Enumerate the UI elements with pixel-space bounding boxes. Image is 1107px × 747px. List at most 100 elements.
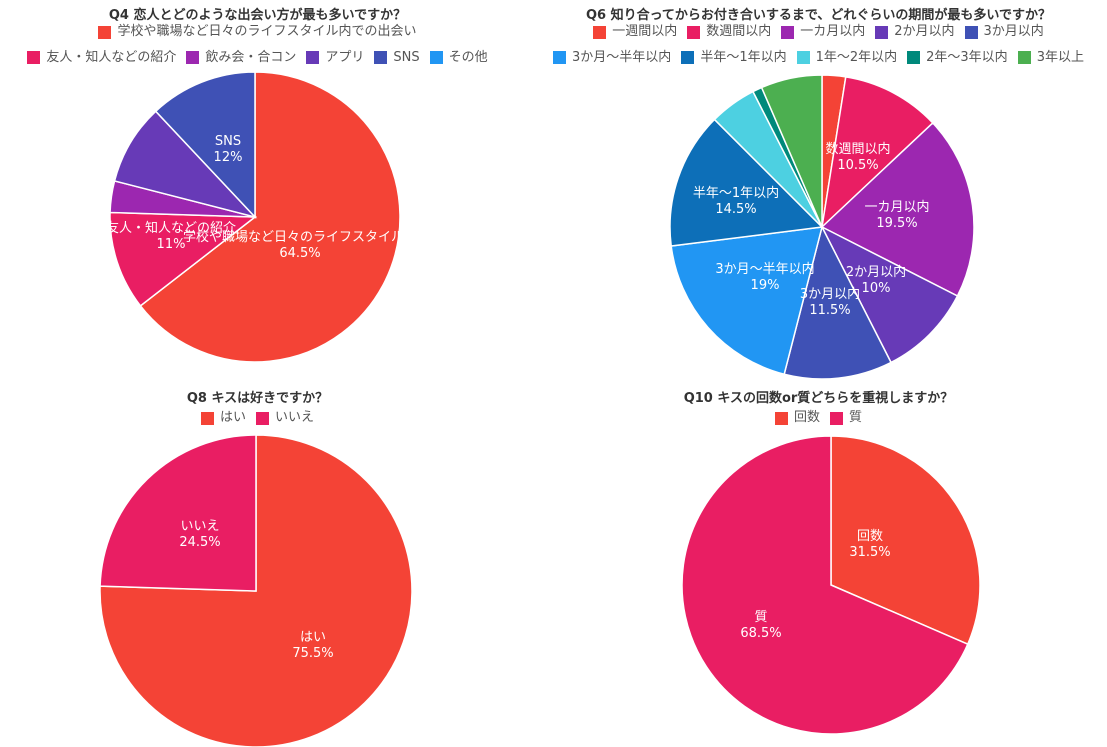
legend-item[interactable]: 飲み会・合コン [186, 47, 296, 69]
chart-legend: はい いいえ [0, 407, 515, 433]
legend-swatch [593, 25, 607, 39]
pie-slice[interactable] [139, 71, 401, 363]
slice-label-name: 数週間以内 [825, 141, 890, 157]
chart-q4: Q4 恋人とどのような出会い方が最も多いですか？ 学校や職場など日々のライフスタ… [0, 0, 515, 375]
chart-title: Q8 キスは好きですか？ [186, 391, 329, 406]
legend-label: 2年〜3年以内 [926, 49, 1008, 65]
pie-slice[interactable] [109, 211, 258, 307]
legend-label: 友人・知人などの紹介 [46, 49, 177, 65]
chart-q8: Q8 キスは好きですか？ はい いいえ はい 75.5% いいえ 24.5% [0, 375, 515, 747]
chart-title: Q4 恋人とどのような出会い方が最も多いですか？ [108, 8, 407, 23]
legend-label: 半年〜1年以内 [700, 49, 787, 65]
pie-slice[interactable] [760, 74, 823, 228]
pie-slice[interactable] [113, 110, 258, 219]
slice-label-value: 75.5% [292, 646, 333, 661]
slice-label-name: 質 [754, 610, 767, 625]
slice-label-value: 31.5% [849, 545, 890, 560]
legend-item[interactable]: アプリ [306, 47, 364, 69]
slice-label-name: 一カ月以内 [864, 199, 929, 215]
legend-label: アプリ [325, 49, 365, 65]
legend-item[interactable]: 1年〜2年以内 [796, 47, 898, 69]
legend-item[interactable]: 一カ月以内 [781, 21, 865, 43]
slice-label-name: 2か月以内 [846, 264, 906, 280]
legend-item[interactable]: 回数 [774, 407, 820, 429]
legend-item[interactable]: 友人・知人などの紹介 [27, 47, 176, 69]
legend-swatch [553, 51, 567, 64]
legend-swatch [200, 411, 214, 425]
legend-label: その他 [448, 49, 488, 65]
legend-item[interactable]: 一週間以内 [593, 21, 677, 43]
legend-item[interactable]: 3年以上 [1017, 47, 1084, 69]
legend-label: 質 [849, 410, 863, 425]
slice-label-name: 学校や職場など日々のライフスタイル内 [183, 229, 417, 245]
pie-slice[interactable] [830, 435, 981, 646]
chart-title: Q6 知り合ってからお付き合いするまで、どれぐらいの期間が最も多いですか？ [585, 8, 1052, 23]
legend-label: SNS [393, 49, 420, 65]
legend-label: 一週間以内 [612, 24, 678, 39]
chart-legend: 一週間以内 数週間以内 一カ月以内 2か月以内 3か月以内 3か月〜半年以内 半年〜1年以内… [530, 21, 1107, 72]
slice-label-name: 半年〜1年以内 [693, 185, 779, 201]
legend-item[interactable]: いいえ [256, 407, 314, 429]
slice-label-value: 19.5% [876, 216, 917, 231]
slice-label-name: 3か月〜半年以内 [715, 261, 814, 277]
chart-legend: 回数 質 [530, 407, 1107, 433]
pie-slice[interactable] [154, 71, 256, 219]
legend-item[interactable]: 学校や職場など日々のライフスタイル内での出会い [98, 21, 417, 43]
pie-slice[interactable] [669, 118, 824, 247]
slice-label-value: 19% [751, 278, 780, 293]
legend-swatch [796, 51, 810, 64]
legend-label: 3か月以内 [983, 24, 1044, 39]
legend-item[interactable]: 質 [830, 407, 862, 429]
legend-swatch [781, 25, 795, 39]
legend-swatch [681, 51, 695, 64]
pie-slice[interactable] [670, 226, 824, 376]
pie-slice[interactable] [820, 76, 934, 230]
legend-swatch [306, 51, 320, 64]
slice-label-name: SNS [215, 134, 241, 149]
chart-q6: Q6 知り合ってからお付き合いするまで、どれぐらいの期間が最も多いですか？ 一週… [530, 0, 1107, 380]
legend-label: 数週間以内 [706, 24, 772, 39]
pie-slice[interactable] [820, 121, 975, 298]
legend-swatch [875, 25, 889, 39]
slice-label-value: 24.5% [179, 535, 220, 550]
legend-item[interactable]: その他 [429, 47, 488, 69]
legend-swatch [374, 51, 388, 64]
legend-swatch [774, 411, 788, 425]
legend-label: 3年以上 [1036, 49, 1084, 65]
slice-label-value: 68.5% [740, 626, 781, 641]
legend-label: 3か月〜半年以内 [572, 49, 672, 65]
slice-label-value: 11.5% [809, 303, 850, 318]
slice-label-name: 回数 [857, 529, 883, 544]
slice-label-name: 3か月以内 [800, 286, 860, 302]
slice-label-value: 12% [214, 150, 243, 165]
legend-item[interactable]: 3か月以内 [964, 21, 1044, 43]
legend-swatch [98, 25, 112, 39]
legend-swatch [907, 51, 921, 64]
pie-slice[interactable] [99, 434, 257, 592]
chart-q10: Q10 キスの回数or質どちらを重視しますか？ 回数質 回数 31.5% 質 68.5… [530, 375, 1107, 747]
pie-slice[interactable] [820, 225, 959, 364]
legend-swatch [429, 51, 443, 64]
legend-item[interactable]: 2か月以内 [875, 21, 955, 43]
pie-slice[interactable] [681, 435, 969, 735]
legend-swatch [830, 411, 843, 425]
legend-label: 学校や職場など日々のライフスタイル内での出会い [117, 24, 417, 39]
legend-item[interactable]: 2年〜3年以内 [907, 47, 1008, 69]
legend-item[interactable]: 数週間以内 [687, 21, 771, 43]
legend-item[interactable]: SNS [374, 47, 420, 69]
legend-label: はい [219, 410, 246, 425]
legend-label: 一カ月以内 [800, 24, 866, 39]
legend-item[interactable]: はい [200, 407, 246, 429]
slice-label-value: 10.5% [837, 158, 878, 173]
slice-label-name: 友人・知人などの紹介 [106, 220, 236, 236]
legend-label: 1年〜2年以内 [815, 49, 898, 65]
slice-label-value: 14.5% [715, 202, 756, 217]
legend-item[interactable]: 半年〜1年以内 [681, 47, 787, 69]
chart-title: Q10 キスの回数or質どちらを重視しますか？ [683, 391, 954, 406]
legend-swatch [186, 51, 200, 64]
pie-slice[interactable] [783, 224, 893, 380]
legend-item[interactable]: 3か月〜半年以内 [553, 47, 671, 69]
